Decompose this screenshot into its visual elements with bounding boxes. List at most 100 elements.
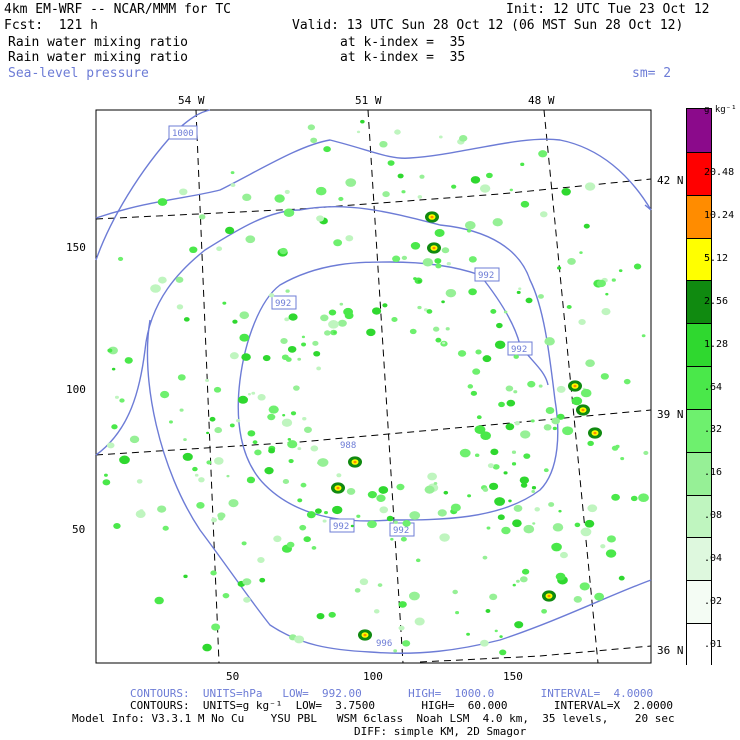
colorbar-swatch (687, 194, 711, 238)
rain-cell (490, 309, 497, 314)
rain-cell (455, 611, 460, 615)
rain-cell (600, 373, 609, 380)
colorbar-swatch (687, 408, 711, 452)
lon-label: 51 W (355, 94, 382, 107)
rain-cell (556, 413, 565, 420)
rain-cell (580, 527, 592, 537)
rain-cell (257, 394, 266, 401)
rain-cell (241, 541, 247, 546)
rain-cell (571, 396, 583, 406)
rain-cell (638, 493, 649, 503)
smoothing-label: sm= 2 (632, 66, 672, 81)
x-tick: 50 (226, 670, 239, 683)
rain-cell (643, 450, 649, 455)
rain-cell (376, 494, 386, 502)
rain-cell (279, 247, 288, 255)
rain-cell (422, 258, 434, 267)
rain-cell (306, 511, 316, 519)
rain-cell (583, 223, 590, 229)
rain-cell (509, 188, 513, 192)
rain-cell (214, 427, 223, 434)
colorbar-swatch (687, 366, 711, 409)
rain-cell (310, 137, 318, 144)
rain-cell (530, 419, 535, 423)
rain-cell (157, 505, 167, 513)
rain-cell (459, 448, 471, 458)
rain-cell (567, 257, 576, 265)
rain-cell (573, 384, 577, 388)
rain-cell (182, 452, 193, 461)
rain-cell (497, 514, 505, 521)
rain-cell (615, 444, 620, 449)
rain-cell (345, 178, 357, 187)
rain-cell (476, 415, 482, 420)
isobar-label-1000: 1000 (172, 129, 194, 139)
rain-cell (543, 468, 549, 473)
rain-cell (432, 326, 440, 332)
rain-cell (169, 420, 173, 424)
rain-cell (102, 479, 111, 486)
rain-cell (520, 482, 528, 488)
rain-cell (552, 426, 557, 431)
rain-cell (359, 578, 369, 586)
rain-cell (511, 450, 517, 454)
rain-cell (377, 583, 383, 587)
rain-cell (394, 129, 401, 135)
rain-cell (439, 533, 450, 542)
rain-cell (113, 523, 121, 529)
rain-cell (264, 466, 274, 475)
rain-cell (183, 574, 188, 579)
isobar-label-992: 992 (393, 526, 409, 536)
rain-cell (284, 189, 290, 194)
rain-cell (413, 277, 417, 281)
rain-cell (556, 385, 566, 393)
rain-cell (606, 535, 616, 543)
rain-cell (382, 191, 390, 198)
rain-cell (239, 333, 250, 342)
rain-cell (332, 505, 343, 515)
rain-cell (520, 430, 531, 439)
rain-cell (566, 305, 572, 310)
colorbar-label: .01 (704, 638, 723, 650)
lon-label: 54 W (178, 94, 205, 107)
rain-cell (157, 198, 168, 206)
rain-cell (593, 431, 597, 435)
rain-cell (551, 417, 561, 425)
rain-cell (254, 449, 262, 456)
rain-cell (486, 526, 491, 530)
rain-cell (356, 130, 361, 134)
rain-cell (442, 341, 446, 345)
rain-cell (310, 445, 319, 452)
field1-level: at k-index = 35 (340, 35, 466, 50)
rain-cell (213, 386, 222, 393)
rain-cell (496, 322, 503, 329)
rain-cell (228, 499, 239, 508)
rain-cell (441, 300, 445, 304)
rain-cell (584, 182, 596, 191)
rain-cell (521, 568, 530, 575)
rain-cell (438, 135, 443, 139)
rain-cell (150, 284, 161, 293)
rain-cell (523, 453, 531, 459)
rain-cell (139, 509, 144, 513)
rain-cell (531, 486, 537, 490)
rain-cell (475, 349, 482, 355)
rain-cell (393, 520, 398, 524)
rain-cell (472, 368, 481, 375)
rain-cell (162, 525, 169, 531)
rain-cell (323, 146, 331, 153)
rain-cell (427, 472, 437, 481)
rain-cell (194, 473, 199, 477)
rain-cell (288, 458, 294, 464)
rain-cell (239, 311, 250, 320)
rain-cell (538, 150, 548, 158)
contour-info-rain: CONTOURS: UNITS=g kg⁻¹ LOW= 3.7500 HIGH=… (130, 699, 674, 712)
field1-name: Rain water mixing ratio (8, 35, 189, 50)
rain-cell (512, 583, 516, 587)
colorbar-label: .08 (704, 510, 723, 522)
rain-cell (252, 440, 258, 445)
rain-cell (328, 611, 336, 618)
rain-cell (445, 327, 450, 331)
rain-cell (367, 491, 377, 499)
rain-cell (605, 292, 609, 296)
